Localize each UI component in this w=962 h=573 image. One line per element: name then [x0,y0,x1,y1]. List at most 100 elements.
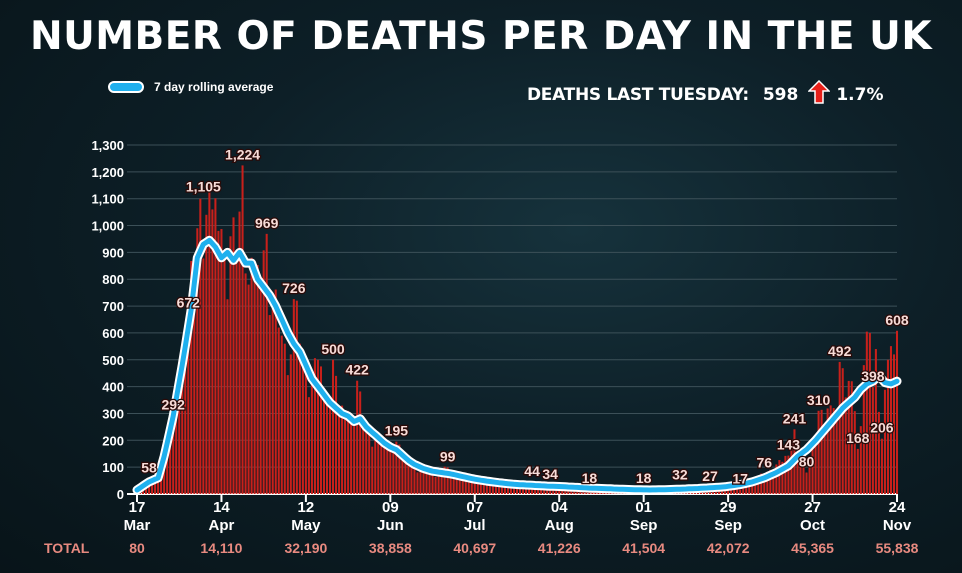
bar [796,455,799,494]
bar [518,486,522,494]
y-tick-label: 1,000 [91,219,124,234]
bar [482,480,485,494]
rolling-average-line [132,235,902,495]
data-label: 34 [542,466,558,482]
bar [886,359,889,494]
x-tick-month: Jun [377,517,404,534]
bar [232,217,235,494]
bar [154,475,157,494]
bar [392,452,395,494]
bar [745,485,748,494]
x-tick-month: Mar [124,517,151,534]
x-tick-day: 29 [720,499,737,516]
y-axis: 0 100 200 300 400 500 600 700 800 900 1,000 1,100 1,… [91,138,897,502]
bar [208,183,211,494]
bar [754,482,757,494]
y-tick-label: 300 [102,406,124,421]
bar [479,481,482,494]
bar [455,475,458,494]
bar [425,468,428,494]
x-tick-day: 07 [466,499,483,516]
bar [229,236,232,494]
data-label: 726 [282,280,306,296]
legend-line-swatch [108,81,144,93]
bar [742,486,745,494]
total-value: 41,504 [622,540,666,556]
bar [763,473,766,494]
bar [356,380,359,494]
bar [338,413,341,494]
bar [205,214,208,495]
bar [823,424,826,494]
bar [145,485,148,494]
bar [389,441,392,494]
bar [522,486,525,494]
bar [874,349,877,494]
x-tick-day: 12 [298,499,315,516]
bar [760,473,763,494]
bar [286,375,289,494]
bar [730,489,733,494]
bar [751,483,754,494]
bar [310,381,313,494]
data-label: 99 [440,448,456,464]
bar [871,387,874,494]
bar [353,420,356,494]
bar [350,418,353,494]
data-label: 168 [846,430,870,446]
bar [184,369,187,494]
rolling-average-series [134,237,900,493]
x-axis: 17Mar14Apr12May09Jun07Jul04Aug01Sep29Sep… [124,494,912,534]
total-value: 42,072 [706,540,750,556]
x-tick-month: Nov [883,517,912,534]
bar [543,487,546,494]
bar [322,391,326,494]
bar [862,365,865,494]
bar [365,428,368,494]
bar [727,488,730,494]
total-value: 80 [129,540,145,556]
bar [829,405,832,494]
bar [775,464,778,494]
data-label: 398 [861,368,885,384]
bar [865,331,868,494]
bar [413,464,416,494]
bar [383,440,386,494]
x-tick-day: 14 [213,499,230,516]
bar [401,456,404,494]
data-label: 1,105 [186,178,221,194]
bar [211,209,214,494]
bar [778,460,781,494]
up-arrow-icon [807,79,832,109]
bar [503,483,506,494]
bar [289,354,292,494]
bar [226,299,229,494]
bar [895,330,899,494]
bar [440,469,443,494]
bar [374,440,377,494]
total-value: 32,190 [284,540,328,556]
bar [458,480,461,494]
bar [332,359,335,494]
totals-label: TOTAL [44,540,90,556]
bar [485,480,488,494]
bar [892,354,896,494]
totals-row: TOTAL 80 14,110 32,190 38,858 40,697 41,226 41… [0,540,962,560]
bar [497,485,500,494]
x-tick-day: 04 [551,499,568,516]
bar [247,284,250,494]
bar [443,466,446,494]
stat-change: 1.7% [836,84,884,105]
bar [193,257,196,494]
bar [784,455,787,494]
total-value: 14,110 [200,540,243,556]
y-tick-label: 200 [102,433,124,448]
data-label: 18 [582,470,598,486]
bar [419,465,422,494]
bar [328,405,332,494]
bar [464,476,467,494]
bar [316,359,319,494]
bar [380,442,383,494]
bar [214,198,217,495]
